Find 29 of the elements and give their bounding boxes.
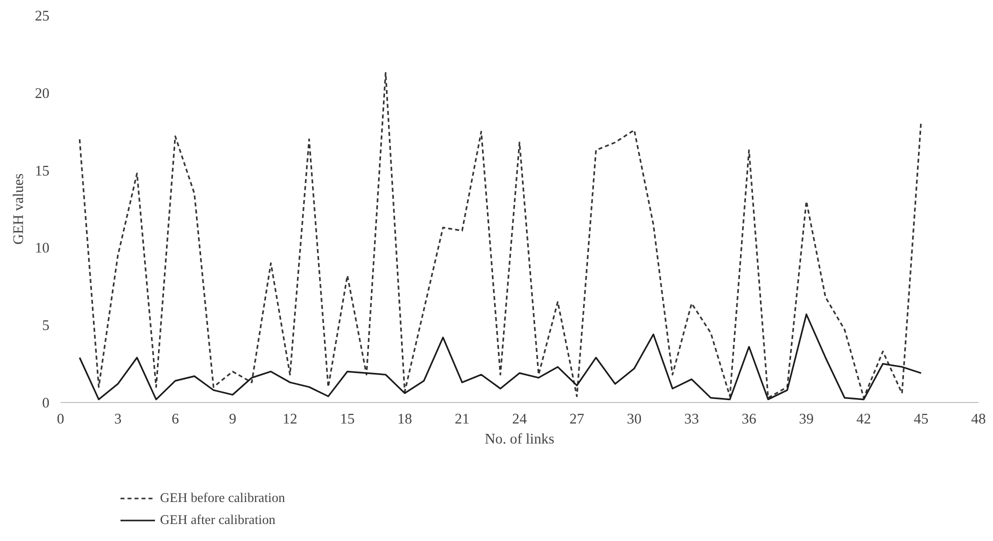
x-axis-title: No. of links bbox=[484, 432, 555, 448]
y-axis-title: GEH values bbox=[10, 173, 27, 245]
y-tick-label: 20 bbox=[34, 86, 50, 102]
line-series bbox=[78, 313, 922, 400]
x-tick-label: 48 bbox=[971, 412, 986, 428]
x-tick-label: 6 bbox=[172, 412, 179, 428]
x-tick-label: 36 bbox=[742, 412, 756, 428]
x-tick-label: 33 bbox=[684, 412, 699, 428]
y-tick-label: 15 bbox=[34, 163, 50, 180]
x-tick-label: 0 bbox=[56, 412, 64, 428]
x-tick-label: 18 bbox=[397, 412, 412, 428]
x-tick-label: 9 bbox=[228, 412, 236, 428]
x-tick-label: 24 bbox=[512, 412, 528, 428]
line-series bbox=[78, 72, 922, 399]
x-tick-label: 27 bbox=[570, 412, 584, 428]
y-tick-label: 0 bbox=[42, 396, 50, 412]
y-tick-label: 5 bbox=[42, 318, 50, 334]
x-tick-label: 12 bbox=[282, 412, 298, 428]
x-tick-label: 42 bbox=[856, 412, 872, 428]
x-tick-label: 30 bbox=[626, 412, 642, 428]
y-tick-label: 10 bbox=[34, 240, 50, 257]
x-tick-label: 21 bbox=[454, 412, 470, 428]
x-tick-label: 39 bbox=[799, 412, 814, 428]
legend-label: GEH after calibration bbox=[160, 512, 276, 528]
legend-label: GEH before calibration bbox=[160, 490, 286, 506]
x-tick-label: 3 bbox=[114, 412, 122, 428]
y-tick-label: 25 bbox=[34, 8, 50, 24]
x-tick-label: 45 bbox=[914, 412, 928, 428]
x-tick-label: 15 bbox=[340, 412, 355, 428]
